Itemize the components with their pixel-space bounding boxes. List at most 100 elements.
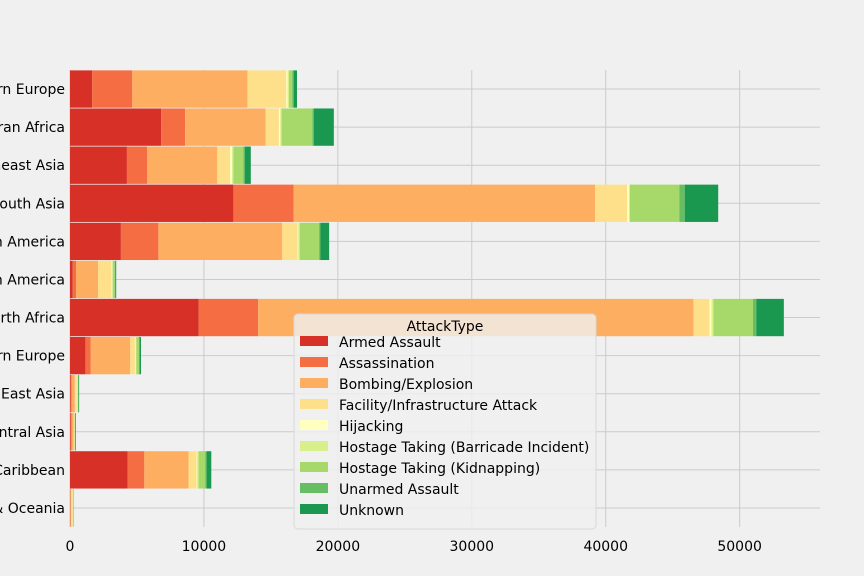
bar-south-asia-hijacking: [627, 184, 630, 222]
legend-items: Armed Assault Assassination Bombing/Explos…: [300, 335, 589, 519]
bar-eastern-europe-hijacking: [134, 336, 136, 375]
bar-middle-east-north-africa-unknown: [756, 298, 784, 337]
bar-central-america-caribbean-assassination: [127, 451, 145, 489]
legend-swatch-assassination: [300, 357, 328, 367]
y-tick-label-southeast-asia: Southeast Asia: [0, 158, 65, 174]
bar-southeast-asia-facility-infrastructure-attack: [217, 146, 231, 184]
y-tick-label-eastern-europe: Eastern Europe: [0, 349, 65, 365]
bar-eastern-europe-bombing-explosion: [90, 336, 131, 375]
legend: AttackType Armed Assault Assassination Bom…: [293, 313, 597, 530]
legend-label-bombing-explosion: Bombing/Explosion: [339, 377, 473, 393]
bar-east-asia-hostage-taking-kidnapping: [77, 375, 79, 413]
bar-south-asia-hostage-taking-kidnapping: [629, 184, 680, 222]
x-tick-label: 0: [66, 539, 75, 555]
legend-swatch-armed-assault: [300, 336, 328, 346]
bar-east-asia-facility-infrastructure-attack: [74, 375, 77, 413]
bar-southeast-asia-unarmed-assault: [243, 146, 245, 184]
bar-eastern-europe-hostage-taking-kidnapping: [136, 336, 139, 375]
y-tick-label-east-asia: East Asia: [1, 387, 65, 403]
bar-southeast-asia-unknown: [244, 146, 251, 184]
bar-central-america-caribbean-unarmed-assault: [205, 451, 207, 489]
bar-north-america-unarmed-assault: [114, 260, 116, 299]
bar-sub-saharan-africa-bombing-explosion: [185, 108, 266, 146]
legend-swatch-facility-infrastructure-attack: [300, 399, 328, 409]
bar-australasia-oceania-bombing-explosion: [70, 489, 72, 527]
bar-south-america-hijacking: [297, 222, 299, 261]
legend-swatch-unknown: [300, 504, 328, 514]
bar-eastern-europe-facility-infrastructure-attack: [130, 336, 135, 375]
bar-south-america-unknown: [320, 222, 330, 261]
bar-east-asia-bombing-explosion: [71, 375, 75, 413]
legend-swatch-bombing-explosion: [300, 378, 328, 388]
bar-north-america-assassination: [72, 260, 77, 299]
legend-label-armed-assault: Armed Assault: [339, 335, 441, 351]
y-tick-label-sub-saharan-africa: Sub-Saharan Africa: [0, 120, 65, 136]
bar-north-america-hijacking: [111, 260, 113, 299]
bar-north-america-armed-assault: [70, 260, 73, 299]
bar-middle-east-north-africa-unarmed-assault: [753, 298, 757, 337]
bar-sub-saharan-africa-assassination: [161, 108, 186, 146]
bar-sub-saharan-africa-unknown: [313, 108, 334, 146]
bar-central-america-caribbean-hostage-taking-barricade-incident: [197, 451, 199, 489]
y-tick-label-central-asia: Central Asia: [0, 425, 65, 441]
x-tick-label: 30000: [450, 539, 495, 555]
bar-western-europe-assassination: [92, 70, 133, 108]
bar-middle-east-north-africa-assassination: [198, 298, 259, 337]
bar-southeast-asia-hostage-taking-barricade-incident: [232, 146, 234, 184]
bar-eastern-europe-assassination: [85, 336, 91, 375]
bar-south-america-hostage-taking-kidnapping: [299, 222, 320, 261]
bar-south-asia-armed-assault: [70, 184, 234, 222]
bar-western-europe-unarmed-assault: [292, 70, 294, 108]
bar-southeast-asia-armed-assault: [70, 146, 127, 184]
y-tick-label-australasia-oceania: Australasia & Oceania: [0, 501, 65, 517]
bar-middle-east-north-africa-armed-assault: [70, 298, 199, 337]
bar-southeast-asia-assassination: [126, 146, 148, 184]
bar-central-america-caribbean-unknown: [206, 451, 212, 489]
legend-swatch-hijacking: [300, 420, 328, 430]
bar-southeast-asia-hostage-taking-kidnapping: [233, 146, 244, 184]
bar-central-america-caribbean-facility-infrastructure-attack: [188, 451, 197, 489]
bar-central-america-caribbean-hostage-taking-kidnapping: [198, 451, 206, 489]
y-tick-label-middle-east-north-africa: Middle East & North Africa: [0, 311, 65, 327]
bar-australasia-oceania-facility-infrastructure-attack: [71, 489, 73, 527]
bar-central-america-caribbean-hijacking: [196, 451, 198, 489]
bar-central-asia-unknown: [75, 413, 76, 451]
legend-label-unknown: Unknown: [339, 503, 404, 519]
bar-middle-east-north-africa-hostage-taking-kidnapping: [713, 298, 754, 337]
x-tick-label: 50000: [717, 539, 762, 555]
legend-swatch-hostage-taking-kidnapping: [300, 462, 328, 472]
y-tick-label-south-asia: South Asia: [0, 196, 65, 212]
bar-east-asia-hijacking: [76, 375, 78, 413]
bar-middle-east-north-africa-hijacking: [709, 298, 712, 337]
bar-middle-east-north-africa-hostage-taking-barricade-incident: [711, 298, 714, 337]
y-tick-labels: Western Europe Sub-Saharan Africa Southeas…: [0, 82, 65, 517]
legend-label-assassination: Assassination: [339, 356, 435, 372]
bar-east-asia-unknown: [78, 375, 80, 413]
bar-sub-saharan-africa-facility-infrastructure-attack: [265, 108, 279, 146]
bar-south-america-armed-assault: [70, 222, 121, 261]
bar-western-europe-hostage-taking-kidnapping: [288, 70, 293, 108]
bar-central-america-caribbean-bombing-explosion: [144, 451, 189, 489]
bar-western-europe-bombing-explosion: [132, 70, 248, 108]
bar-eastern-europe-unarmed-assault: [138, 336, 140, 375]
bar-north-america-unknown: [115, 260, 117, 299]
bar-central-america-caribbean-armed-assault: [70, 451, 128, 489]
y-tick-label-central-america-caribbean: Central America & Caribbean: [0, 463, 65, 479]
bar-southeast-asia-hijacking: [230, 146, 233, 184]
x-tick-label: 20000: [316, 539, 361, 555]
bar-east-asia-assassination: [70, 375, 72, 413]
bar-south-asia-unarmed-assault: [679, 184, 685, 222]
legend-label-facility-infrastructure-attack: Facility/Infrastructure Attack: [339, 398, 538, 414]
bar-western-europe-unknown: [293, 70, 298, 108]
legend-label-hostage-taking-kidnapping: Hostage Taking (Kidnapping): [339, 461, 540, 477]
y-tick-label-south-america: South America: [0, 234, 65, 250]
bar-east-asia-armed-assault: [70, 375, 71, 413]
bar-eastern-europe-hostage-taking-barricade-incident: [135, 336, 137, 375]
legend-title: AttackType: [407, 319, 484, 335]
bar-south-america-unarmed-assault: [319, 222, 321, 261]
bar-western-europe-hijacking: [286, 70, 288, 108]
x-tick-label: 40000: [583, 539, 628, 555]
bar-south-asia-bombing-explosion: [293, 184, 595, 222]
bar-western-europe-hostage-taking-barricade-incident: [287, 70, 289, 108]
